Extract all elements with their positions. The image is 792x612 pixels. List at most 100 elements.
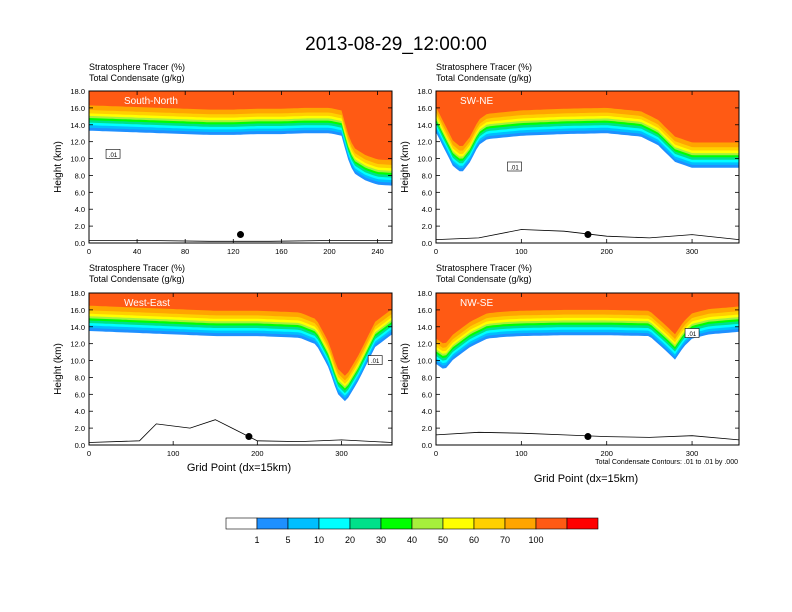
contour-label: .01 bbox=[109, 153, 118, 159]
tracer-band-10 bbox=[436, 91, 739, 146]
contour-label-box bbox=[507, 161, 522, 172]
y-tick-label: 12.0 bbox=[70, 340, 85, 349]
y-tick-label: 18.0 bbox=[417, 289, 432, 298]
y-tick-label: 16.0 bbox=[70, 104, 85, 113]
colorbar-label: 30 bbox=[376, 535, 386, 545]
y-tick-label: 6.0 bbox=[422, 188, 432, 197]
plot-frame bbox=[435, 292, 740, 446]
y-tick-label: 4.0 bbox=[75, 407, 85, 416]
x-axis-label-left: Grid Point (dx=15km) bbox=[187, 462, 291, 474]
y-tick-label: 14.0 bbox=[417, 323, 432, 332]
colorbar-cell bbox=[380, 517, 413, 530]
panel-subtitle-tracer: Stratosphere Tracer (%) bbox=[89, 263, 185, 273]
y-axis-label: Height (km) bbox=[53, 343, 64, 395]
y-tick-label: 4.0 bbox=[422, 407, 432, 416]
colorbar-label: 60 bbox=[469, 535, 479, 545]
y-tick-label: 0.0 bbox=[422, 441, 432, 450]
plot-area: .01 bbox=[436, 293, 739, 445]
y-tick-label: 16.0 bbox=[417, 104, 432, 113]
axes: 0.0 2.0 4.0 6.0 8.0 10.0 12.0 14.0 16.0 18.0 0 40 80… bbox=[70, 87, 392, 256]
x-tick-label: 40 bbox=[133, 247, 141, 256]
x-tick-label: 100 bbox=[515, 449, 528, 458]
y-axis-label: Height (km) bbox=[400, 141, 411, 193]
location-marker bbox=[584, 231, 592, 239]
section-label: SW-NE bbox=[460, 96, 493, 107]
panel-subtitle-tracer: Stratosphere Tracer (%) bbox=[89, 62, 185, 72]
colorbar-label: 20 bbox=[345, 535, 355, 545]
plot-area: .01 bbox=[89, 293, 392, 445]
contour-label: .01 bbox=[371, 359, 380, 365]
y-tick-label: 0.0 bbox=[422, 239, 432, 248]
location-marker bbox=[584, 433, 592, 441]
surface-contour bbox=[89, 419, 392, 443]
contour-label: .01 bbox=[688, 332, 697, 338]
contour-label-box bbox=[684, 328, 700, 338]
y-tick-label: 10.0 bbox=[417, 155, 432, 164]
colorbar-label: 5 bbox=[285, 535, 290, 545]
y-tick-label: 0.0 bbox=[75, 441, 85, 450]
colorbar: 1 5 10 20 30 40 50 60 70 100 bbox=[225, 517, 599, 545]
plot-frame bbox=[435, 90, 740, 244]
x-tick-label: 200 bbox=[323, 247, 336, 256]
plot-area: .01 bbox=[89, 91, 392, 243]
y-tick-label: 14.0 bbox=[70, 121, 85, 130]
y-tick-label: 14.0 bbox=[417, 121, 432, 130]
y-tick-label: 2.0 bbox=[422, 424, 432, 433]
y-tick-label: 2.0 bbox=[75, 424, 85, 433]
colorbar-label: 10 bbox=[314, 535, 324, 545]
y-tick-label: 2.0 bbox=[422, 222, 432, 231]
tracer-band-10 bbox=[89, 91, 392, 161]
tracer-band-9 bbox=[89, 91, 392, 165]
panel-sw-ne: Stratosphere Tracer (%) Total Condensate… bbox=[400, 62, 740, 256]
section-label: NW-SE bbox=[460, 298, 493, 309]
colorbar-cell bbox=[256, 517, 289, 530]
x-tick-label: 160 bbox=[275, 247, 288, 256]
x-tick-label: 0 bbox=[87, 449, 91, 458]
y-tick-label: 16.0 bbox=[70, 306, 85, 315]
x-tick-label: 300 bbox=[686, 247, 699, 256]
y-tick-label: 14.0 bbox=[70, 323, 85, 332]
colorbar-cell bbox=[318, 517, 351, 530]
colorbar-cell bbox=[442, 517, 475, 530]
x-tick-label: 200 bbox=[600, 449, 613, 458]
y-tick-label: 6.0 bbox=[75, 188, 85, 197]
panel-subtitle-condensate: Total Condensate (g/kg) bbox=[436, 73, 532, 83]
y-axis-label: Height (km) bbox=[400, 343, 411, 395]
axes: 0.0 2.0 4.0 6.0 8.0 10.0 12.0 14.0 16.0 18.0 0 100 2… bbox=[417, 289, 739, 458]
y-tick-label: 12.0 bbox=[417, 138, 432, 147]
colorbar-cell bbox=[225, 517, 258, 530]
y-tick-label: 8.0 bbox=[75, 373, 85, 382]
x-tick-label: 100 bbox=[515, 247, 528, 256]
colorbar-cell bbox=[473, 517, 506, 530]
colorbar-cell bbox=[411, 517, 444, 530]
axes: 0.0 2.0 4.0 6.0 8.0 10.0 12.0 14.0 16.0 18.0 0 100 2… bbox=[70, 289, 392, 458]
y-tick-label: 6.0 bbox=[422, 390, 432, 399]
colorbar-label: 40 bbox=[407, 535, 417, 545]
x-tick-label: 0 bbox=[434, 247, 438, 256]
panel-subtitle-tracer: Stratosphere Tracer (%) bbox=[436, 263, 532, 273]
y-tick-label: 16.0 bbox=[417, 306, 432, 315]
surface-contour bbox=[89, 240, 392, 242]
y-axis-label: Height (km) bbox=[53, 141, 64, 193]
contour-note: Total Condensate Contours: .01 to .01 by… bbox=[595, 459, 738, 466]
colorbar-cell bbox=[504, 517, 537, 530]
y-tick-label: 10.0 bbox=[70, 155, 85, 164]
y-tick-label: 0.0 bbox=[75, 239, 85, 248]
plot-area: .01 bbox=[436, 91, 739, 243]
y-tick-label: 18.0 bbox=[70, 87, 85, 96]
figure-title: 2013-08-29_12:00:00 bbox=[305, 34, 487, 55]
y-tick-label: 8.0 bbox=[75, 171, 85, 180]
section-label: South-North bbox=[124, 96, 178, 107]
tracer-band-10 bbox=[436, 293, 739, 344]
contour-label-box bbox=[367, 355, 383, 365]
contour-label: .01 bbox=[510, 166, 519, 172]
x-tick-label: 200 bbox=[600, 247, 613, 256]
panel-west-east: Stratosphere Tracer (%) Total Condensate… bbox=[53, 263, 393, 458]
panel-subtitle-tracer: Stratosphere Tracer (%) bbox=[436, 62, 532, 72]
x-tick-label: 100 bbox=[167, 449, 180, 458]
y-tick-label: 12.0 bbox=[70, 138, 85, 147]
plot-frame bbox=[88, 90, 393, 244]
y-tick-label: 18.0 bbox=[70, 289, 85, 298]
panel-nw-se: Stratosphere Tracer (%) Total Condensate… bbox=[400, 263, 740, 458]
x-tick-label: 200 bbox=[251, 449, 264, 458]
